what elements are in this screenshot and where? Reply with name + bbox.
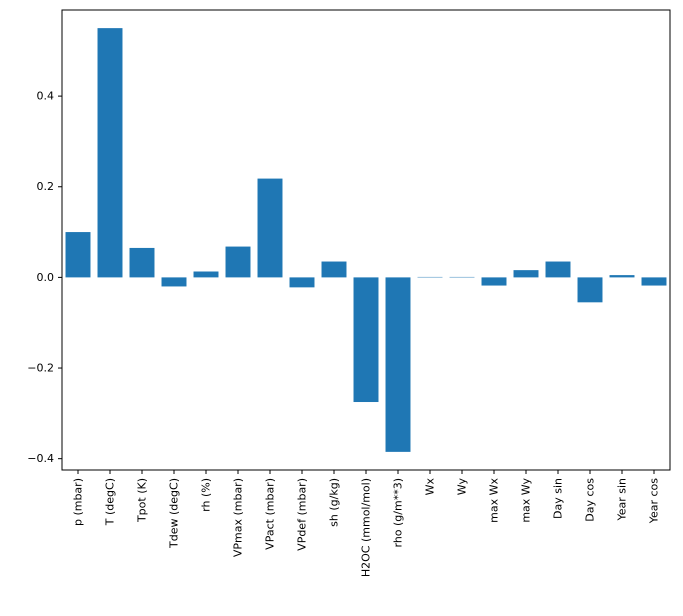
y-tick-label: 0.0 xyxy=(37,271,55,284)
x-tick-label: Day sin xyxy=(552,478,565,519)
x-tick-label: rh (%) xyxy=(200,478,213,512)
x-tick-label: max Wy xyxy=(520,478,533,523)
bar xyxy=(161,277,187,287)
x-tick-label: T (degC) xyxy=(104,478,117,526)
bar xyxy=(641,277,667,286)
x-tick-label: rho (g/m**3) xyxy=(392,478,405,548)
x-tick-label: VPmax (mbar) xyxy=(232,478,245,557)
x-tick-label: VPdef (mbar) xyxy=(296,478,309,551)
bar xyxy=(97,28,123,278)
bar xyxy=(289,277,315,288)
x-tick-label: max Wx xyxy=(488,478,501,523)
bar xyxy=(577,277,603,303)
x-tick-label: Year cos xyxy=(648,478,661,525)
bar xyxy=(257,178,283,278)
bar xyxy=(193,271,219,278)
bar xyxy=(481,277,507,286)
x-tick-label: Year sin xyxy=(616,478,629,522)
x-tick-label: p (mbar) xyxy=(72,478,85,526)
bar xyxy=(321,261,347,278)
bar xyxy=(513,270,539,278)
y-tick-label: 0.4 xyxy=(37,90,55,103)
bar xyxy=(609,275,635,278)
bar xyxy=(65,232,91,278)
x-tick-label: Day cos xyxy=(584,478,597,522)
bar xyxy=(545,261,571,278)
x-tick-label: sh (g/kg) xyxy=(328,478,341,527)
x-tick-label: VPact (mbar) xyxy=(264,478,277,550)
x-tick-label: Wx xyxy=(424,478,437,496)
y-tick-label: −0.2 xyxy=(27,362,54,375)
y-tick-label: 0.2 xyxy=(37,180,55,193)
bar xyxy=(385,277,411,452)
x-tick-label: H2OC (mmol/mol) xyxy=(360,478,373,577)
x-tick-label: Tdew (degC) xyxy=(168,478,181,549)
x-tick-label: Tpot (K) xyxy=(136,478,149,523)
x-tick-label: Wy xyxy=(456,478,469,496)
bar xyxy=(129,247,155,278)
bar xyxy=(225,246,251,278)
y-tick-label: −0.4 xyxy=(27,452,54,465)
bar xyxy=(353,277,379,403)
